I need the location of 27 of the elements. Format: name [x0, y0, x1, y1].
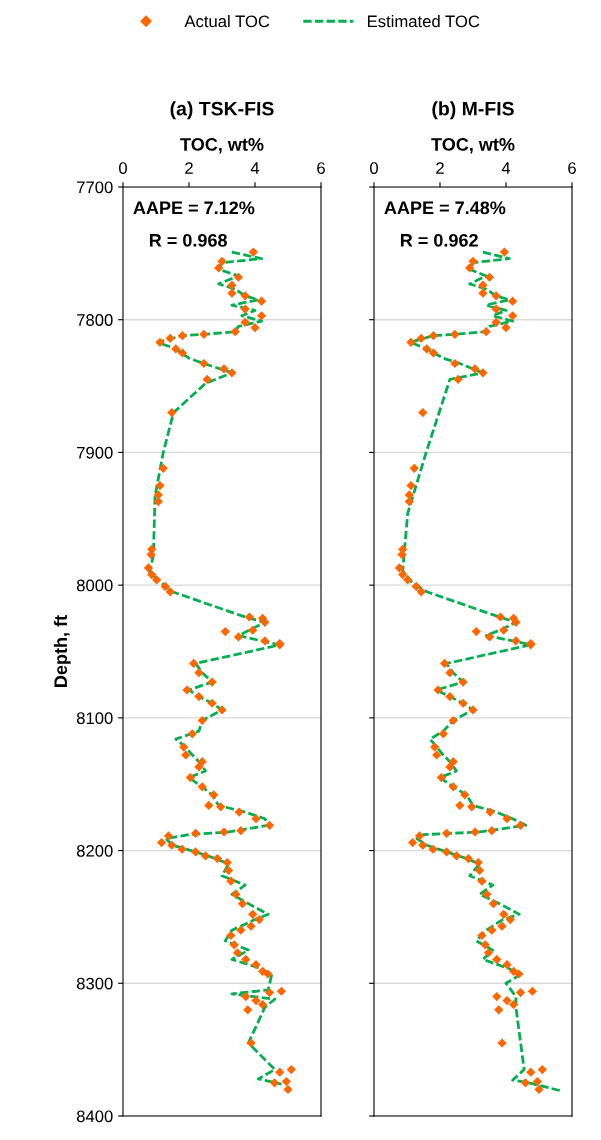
- y-tick-label: 8100: [76, 712, 113, 725]
- x-tick-label: 4: [501, 162, 511, 174]
- y-tick-label: 7900: [77, 446, 113, 459]
- x-tick-label: 4: [250, 162, 260, 174]
- annotation: R = 0.962: [400, 233, 478, 247]
- y-tick-label: 7800: [77, 314, 113, 326]
- annotation: R = 0.968: [149, 233, 227, 247]
- x-tick-label: 2: [185, 162, 193, 174]
- annotation: AAPE = 7.48%: [384, 201, 506, 215]
- y-tick-label: 8000: [76, 579, 113, 592]
- y-tick-label: 8400: [76, 1110, 113, 1123]
- y-tick-label: 8200: [76, 844, 113, 857]
- x-tick-label: 6: [317, 162, 325, 174]
- legend-label: Actual TOC: [184, 15, 270, 28]
- y-tick-label: 8300: [76, 977, 113, 990]
- y-axis-title: Depth, ft: [53, 615, 71, 687]
- chart-title: (a) TSK-FIS: [170, 101, 274, 120]
- x-axis-title: TOC, wt%: [180, 138, 264, 154]
- x-tick-label: 2: [436, 162, 444, 174]
- x-tick-label: 0: [119, 162, 127, 174]
- x-tick-label: 6: [568, 162, 576, 174]
- x-axis-title: TOC, wt%: [431, 138, 515, 154]
- legend-label: Estimated TOC: [367, 15, 480, 28]
- y-tick-label: 7700: [77, 181, 113, 194]
- x-tick-label: 0: [370, 162, 378, 174]
- annotation: AAPE = 7.12%: [133, 201, 255, 215]
- chart-title: (b) M-FIS: [432, 101, 514, 120]
